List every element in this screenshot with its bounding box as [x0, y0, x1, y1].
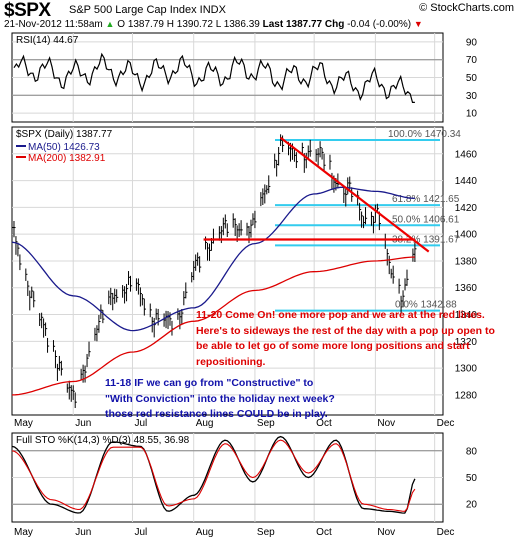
rsi-ytick: 70	[466, 55, 478, 66]
price-xtick: Sep	[257, 418, 275, 429]
price-ytick: 1300	[455, 364, 478, 375]
sto-xtick: Nov	[377, 527, 395, 538]
price-xtick: Dec	[437, 418, 455, 429]
sto-ytick: 20	[466, 500, 478, 511]
sto-xtick: Oct	[316, 527, 332, 538]
ma50-line	[11, 186, 415, 332]
price-legend-title: $SPX (Daily) 1387.77	[16, 129, 113, 140]
rsi-ytick: 90	[466, 37, 478, 48]
fib-label: 0.0% 1342.88	[395, 300, 457, 311]
price-ytick: 1400	[455, 230, 478, 241]
price-xtick: Jul	[134, 418, 147, 429]
fib-label: 38.2% 1391.67	[392, 234, 460, 245]
sto-xtick: Aug	[196, 527, 214, 538]
copyright: © StockCharts.com	[419, 2, 514, 14]
high-value: 1390.72	[176, 19, 213, 30]
price-panel: 1280 1300 1320 1340 1360 1380 1400 1420 1440 1460…	[11, 126, 478, 429]
index-name: S&P 500 Large Cap Index INDX	[69, 4, 226, 16]
sto-d-line	[11, 439, 416, 512]
quote-date: 21-Nov-2012 11:58am	[4, 19, 103, 30]
stochastic-panel: 20 50 80 Full STO %K(14,3) %D(3) 48.55, 36.…	[11, 432, 478, 538]
last-label: Last	[262, 19, 284, 30]
price-xtick: Aug	[196, 418, 214, 429]
price-xtick: Jun	[75, 418, 91, 429]
price-ytick: 1320	[455, 337, 478, 348]
price-xtick: Nov	[377, 418, 395, 429]
chg-value: -0.04 (-0.00%)	[347, 19, 412, 30]
rsi-ytick: 10	[466, 109, 478, 120]
resistance-line	[279, 136, 430, 253]
price-ytick: 1460	[455, 149, 478, 160]
rsi-panel: 10 30 50 70 90 RSI(14) 44.67	[11, 32, 478, 123]
low-label: L	[215, 19, 221, 30]
sto-xtick: Sep	[257, 527, 275, 538]
ma200-line	[11, 256, 415, 396]
quote-down-icon: ▼	[413, 19, 423, 29]
sto-ytick: 80	[466, 446, 478, 457]
price-ytick: 1420	[455, 203, 478, 214]
open-value: 1387.79	[127, 19, 164, 30]
sto-ytick: 50	[466, 473, 478, 484]
fib-label: 50.0% 1406.61	[392, 214, 460, 225]
price-ytick: 1340	[455, 310, 478, 321]
ma200-legend: MA(200) 1382.91	[28, 153, 106, 164]
ticker-symbol: $SPX	[4, 0, 51, 21]
quote-line: 21-Nov-2012 11:58am ▲ O 1387.79 H 1390.7…	[4, 19, 423, 30]
quote-up-icon: ▲	[105, 19, 115, 29]
rsi-ytick: 30	[466, 91, 478, 102]
open-label: O	[117, 19, 126, 30]
price-xtick: May	[14, 418, 33, 429]
fib-label: 100.0% 1470.34	[388, 129, 461, 140]
price-ytick: 1440	[455, 176, 478, 187]
sto-xtick: May	[14, 527, 33, 538]
sto-xtick: Jun	[75, 527, 91, 538]
high-label: H	[166, 19, 174, 30]
last-value: 1387.77	[285, 19, 323, 30]
ma50-legend: MA(50) 1426.73	[28, 142, 100, 153]
rsi-ytick: 50	[466, 73, 478, 84]
price-ytick: 1360	[455, 283, 478, 294]
low-value: 1386.39	[223, 19, 260, 30]
price-ytick: 1380	[455, 256, 478, 267]
chg-label: Chg	[324, 19, 345, 30]
rsi-legend: RSI(14) 44.67	[16, 35, 79, 46]
price-xtick: Oct	[316, 418, 332, 429]
fib-label: 61.8% 1421.65	[392, 194, 460, 205]
sto-legend: Full STO %K(14,3) %D(3) 48.55, 36.98	[16, 435, 190, 446]
rsi-line	[13, 52, 415, 104]
blue-annotation: 11-18 IF we can go from "Constructive" t…	[105, 377, 335, 420]
sto-xtick: Dec	[437, 527, 455, 538]
price-ytick: 1280	[455, 390, 478, 401]
sto-xtick: Jul	[134, 527, 147, 538]
red-annotation: 11-20 Come On! one more pop and we are a…	[196, 309, 495, 368]
